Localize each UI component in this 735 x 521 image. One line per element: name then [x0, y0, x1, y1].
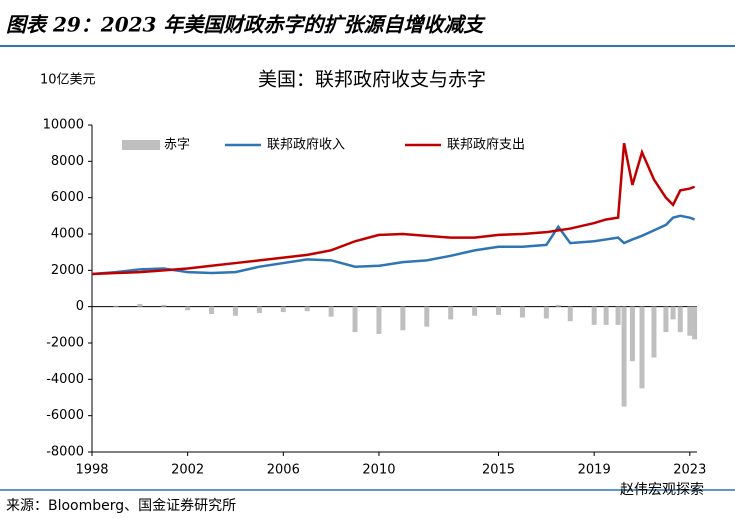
deficit-bar: [663, 306, 669, 333]
deficit-bar: [137, 303, 143, 307]
deficit-bar: [280, 306, 286, 313]
deficit-bar: [677, 306, 683, 333]
y-tick-label: 10000: [43, 118, 84, 133]
legend-label: 联邦政府支出: [447, 138, 525, 153]
line: [91, 142, 696, 276]
y-tick-label: -6000: [46, 408, 84, 423]
deficit-bar: [448, 306, 454, 320]
deficit-bar: [692, 306, 698, 340]
deficit-bar: [639, 306, 645, 389]
y-tick-label: -2000: [46, 336, 84, 351]
x-tick-label: 2015: [482, 463, 515, 478]
x-tick-label: 2010: [362, 463, 395, 478]
source: 来源：Bloomberg、国金证券研究所: [6, 498, 236, 514]
deficit-bar: [687, 306, 693, 336]
deficit-bar: [651, 306, 657, 358]
deficit-bar: [185, 306, 191, 311]
y-tick-label: 0: [76, 299, 84, 314]
deficit-bar: [670, 306, 676, 320]
deficit-bar: [376, 306, 382, 334]
deficit-bar: [621, 306, 627, 407]
y-tick-label: 2000: [51, 263, 84, 278]
x-tick-label: 2006: [267, 463, 300, 478]
x-tick-label: 2023: [673, 463, 706, 478]
legend-swatch: [122, 140, 160, 150]
line: [91, 214, 696, 276]
y-tick-label: 4000: [51, 227, 84, 242]
deficit-bar: [424, 306, 430, 327]
y-tick-label: 8000: [51, 154, 84, 169]
x-tick-label: 2002: [171, 463, 204, 478]
y-axis-label: 10亿美元: [40, 73, 96, 88]
deficit-bar: [496, 306, 502, 315]
deficit-bar: [472, 306, 478, 316]
y-tick-label: 6000: [51, 190, 84, 205]
watermark: 赵伟宏观探索: [620, 481, 704, 498]
deficit-bar: [328, 306, 334, 317]
deficit-bar: [209, 306, 215, 314]
header: 图表 29：2023 年美国财政赤字的扩张源自增收减支: [6, 13, 486, 37]
deficit-bar: [161, 304, 167, 307]
legend-label: 联邦政府收入: [267, 138, 345, 153]
y-tick-label: -8000: [46, 445, 84, 460]
x-tick-label: 2019: [578, 463, 611, 478]
deficit-bar: [400, 306, 406, 331]
deficit-bar: [567, 306, 573, 322]
deficit-bar: [256, 306, 262, 314]
deficit-bar: [591, 306, 597, 325]
deficit-bar: [543, 306, 549, 319]
deficit-bar: [603, 306, 609, 325]
deficit-bar: [555, 304, 561, 307]
deficit-bar: [352, 306, 358, 333]
x-tick-label: 1998: [75, 463, 108, 478]
chart-title: 美国：联邦政府收支与赤字: [258, 69, 486, 91]
deficit-bar: [232, 306, 238, 316]
deficit-bar: [519, 306, 525, 318]
legend-label: 赤字: [164, 138, 190, 153]
deficit-bar: [304, 306, 310, 312]
deficit-bar: [113, 305, 119, 307]
y-tick-label: -4000: [46, 372, 84, 387]
deficit-bar: [629, 306, 635, 362]
deficit-bar: [615, 306, 621, 325]
